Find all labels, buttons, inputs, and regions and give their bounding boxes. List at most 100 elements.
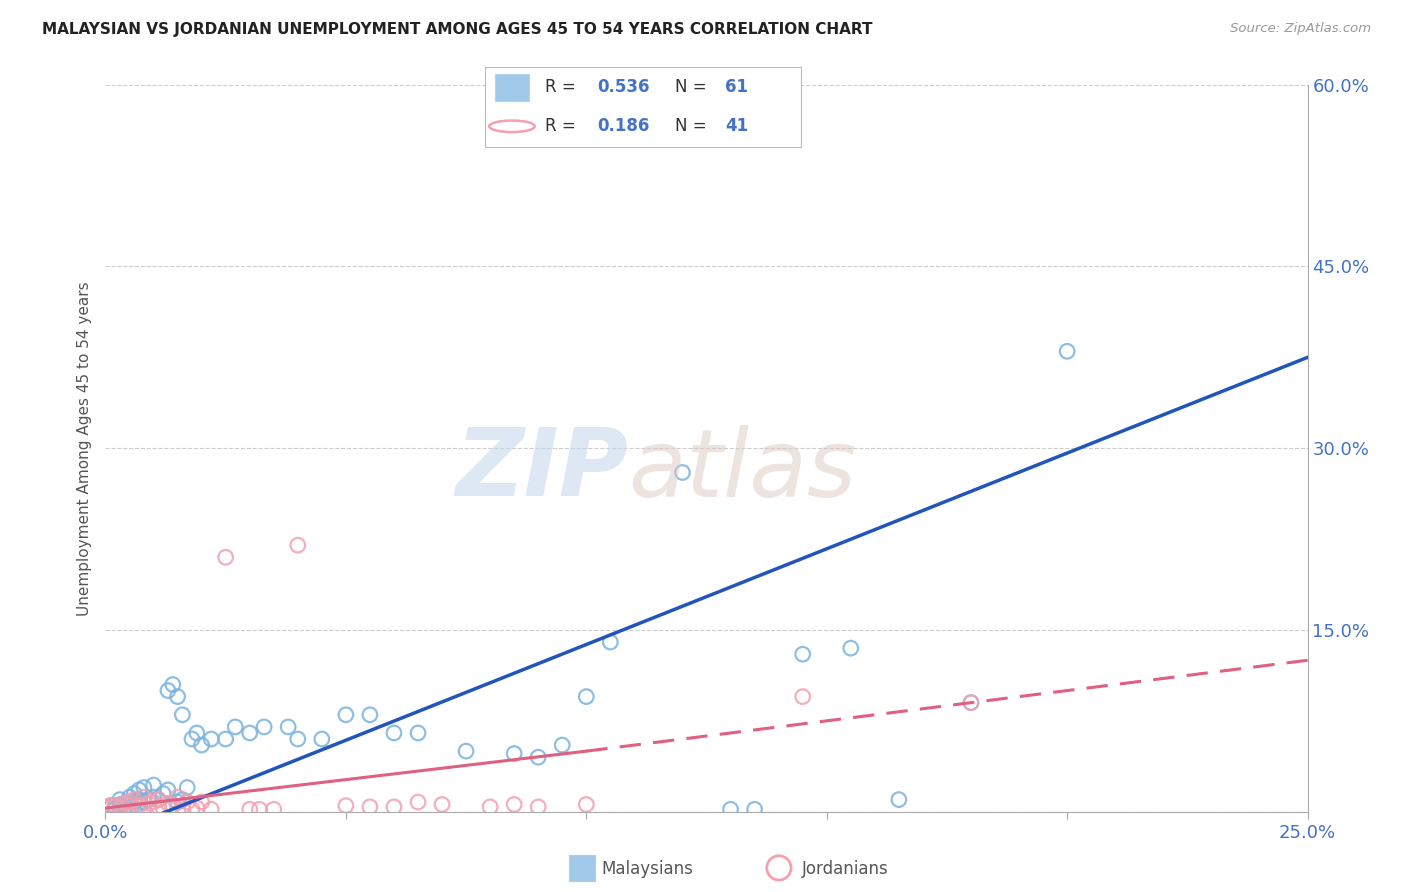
Point — [138, 792, 160, 806]
Point — [156, 796, 179, 810]
Point — [124, 795, 146, 809]
Point — [118, 798, 141, 813]
Point — [128, 796, 150, 810]
Point — [142, 790, 165, 805]
Point — [960, 696, 983, 710]
Point — [148, 800, 170, 814]
Point — [108, 801, 131, 815]
Point — [152, 787, 174, 801]
Point — [166, 795, 188, 809]
Point — [118, 795, 141, 809]
Point — [503, 797, 526, 812]
Point — [214, 731, 236, 746]
Y-axis label: Unemployment Among Ages 45 to 54 years: Unemployment Among Ages 45 to 54 years — [76, 281, 91, 615]
Point — [162, 798, 184, 813]
Point — [118, 798, 141, 813]
Point — [156, 683, 179, 698]
Text: MALAYSIAN VS JORDANIAN UNEMPLOYMENT AMONG AGES 45 TO 54 YEARS CORRELATION CHART: MALAYSIAN VS JORDANIAN UNEMPLOYMENT AMON… — [42, 22, 873, 37]
Text: Jordanians: Jordanians — [801, 860, 889, 878]
Point — [792, 647, 814, 661]
Point — [181, 731, 204, 746]
Point — [186, 726, 208, 740]
Point — [527, 750, 550, 764]
Point — [148, 792, 170, 806]
Point — [1056, 344, 1078, 359]
Point — [551, 738, 574, 752]
Text: Malaysians: Malaysians — [602, 860, 693, 878]
Point — [190, 738, 212, 752]
Point — [287, 538, 309, 552]
Point — [671, 466, 693, 480]
Point — [118, 795, 141, 809]
Point — [128, 792, 150, 806]
Point — [132, 801, 155, 815]
Point — [335, 707, 357, 722]
Point — [98, 801, 121, 815]
Point — [479, 800, 502, 814]
Point — [382, 726, 405, 740]
Point — [359, 707, 381, 722]
Text: R =: R = — [546, 118, 581, 136]
Point — [124, 787, 146, 801]
Point — [98, 798, 121, 813]
Point — [406, 795, 429, 809]
Point — [166, 790, 188, 805]
Point — [359, 800, 381, 814]
Point — [118, 790, 141, 805]
Point — [142, 795, 165, 809]
Point — [104, 798, 127, 813]
Point — [335, 798, 357, 813]
Point — [263, 802, 285, 816]
Point — [108, 797, 131, 812]
Point — [172, 707, 194, 722]
Point — [172, 800, 194, 814]
Point — [277, 720, 299, 734]
Text: 0.186: 0.186 — [598, 118, 650, 136]
Point — [454, 744, 477, 758]
Point — [200, 731, 222, 746]
Text: N =: N = — [675, 78, 711, 96]
Point — [132, 780, 155, 795]
Point — [720, 802, 742, 816]
Point — [792, 690, 814, 704]
Point — [104, 802, 127, 816]
Point — [503, 747, 526, 761]
Point — [132, 790, 155, 805]
Point — [960, 696, 983, 710]
Point — [190, 795, 212, 809]
Point — [575, 797, 598, 812]
Point — [108, 801, 131, 815]
Point — [311, 731, 333, 746]
Point — [839, 641, 862, 656]
Point — [124, 792, 146, 806]
Point — [138, 796, 160, 810]
Bar — [495, 74, 529, 101]
Point — [176, 795, 198, 809]
Text: N =: N = — [675, 118, 711, 136]
Point — [176, 780, 198, 795]
Point — [114, 800, 136, 814]
Point — [166, 690, 188, 704]
Point — [599, 635, 621, 649]
Point — [287, 731, 309, 746]
Text: 61: 61 — [725, 78, 748, 96]
Point — [382, 800, 405, 814]
Point — [744, 802, 766, 816]
Text: R =: R = — [546, 78, 581, 96]
Text: atlas: atlas — [628, 425, 856, 516]
Point — [98, 801, 121, 815]
Point — [186, 801, 208, 815]
Point — [114, 796, 136, 810]
Point — [156, 783, 179, 797]
Point — [152, 801, 174, 815]
Point — [162, 677, 184, 691]
Point — [406, 726, 429, 740]
Point — [253, 720, 276, 734]
Point — [98, 798, 121, 813]
Text: 41: 41 — [725, 118, 748, 136]
Text: ZIP: ZIP — [456, 424, 628, 516]
Point — [181, 802, 204, 816]
Point — [172, 792, 194, 806]
Point — [148, 792, 170, 806]
Point — [887, 792, 910, 806]
